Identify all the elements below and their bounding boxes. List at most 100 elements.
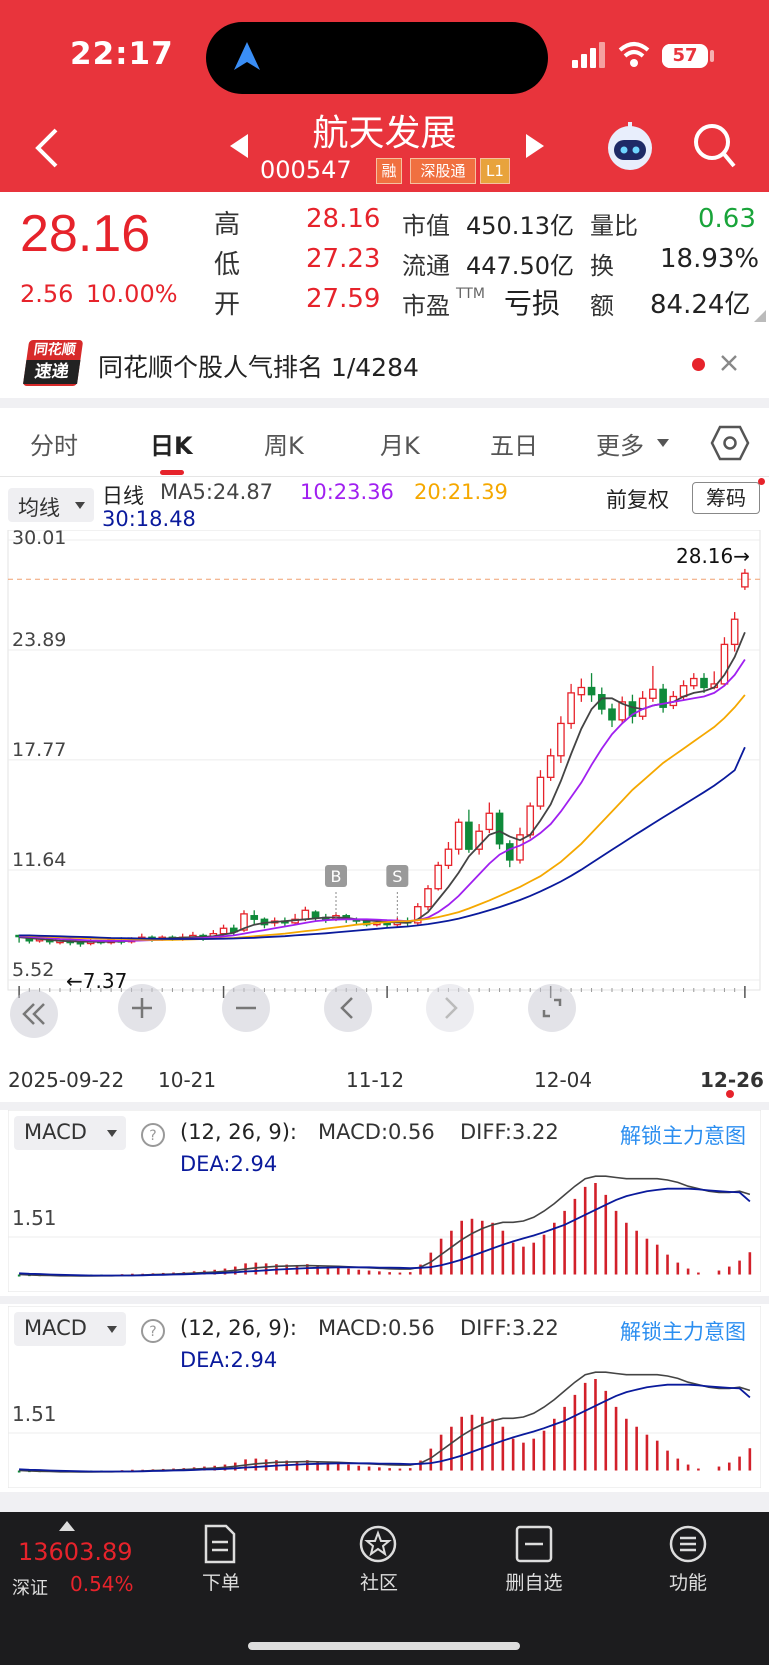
popularity-banner[interactable]: 同花顺 速递 同花顺个股人气排名 1/4284	[0, 330, 769, 398]
pe-ttm-label: TTM	[456, 286, 485, 302]
section-divider	[0, 1102, 769, 1110]
candle-body	[546, 755, 555, 778]
candle-body	[618, 701, 627, 721]
macd-params-1: (12, 26, 9):	[180, 1120, 297, 1144]
amount-label: 额	[590, 292, 614, 320]
fullscreen-button[interactable]	[528, 984, 576, 1032]
more-dropdown-icon[interactable]	[656, 438, 670, 448]
tag-margin: 融	[376, 158, 402, 184]
current-price: 28.16	[20, 205, 151, 263]
chip-dot	[758, 478, 765, 485]
macd-axis-tick-2: 1.51	[12, 1402, 57, 1426]
prev-stock-icon[interactable]	[228, 132, 250, 160]
function-button[interactable]: 功能	[668, 1572, 707, 1594]
macd-axis-tick-1: 1.51	[12, 1206, 57, 1230]
next-stock-icon[interactable]	[524, 132, 546, 160]
tab-intraday[interactable]: 分时	[30, 432, 78, 460]
float-label: 流通	[402, 252, 450, 280]
candle-body	[240, 913, 248, 931]
tab-monthly-k[interactable]: 月K	[380, 432, 420, 460]
macd-selector-2[interactable]: MACD	[14, 1312, 126, 1346]
zoom-out-button[interactable]	[222, 984, 270, 1032]
stock-title: 航天发展	[312, 113, 457, 154]
trade-marker-label: S	[392, 867, 402, 886]
stock-code: 000547	[260, 156, 352, 184]
tab-weekly-k[interactable]: 周K	[264, 432, 304, 460]
order-icon[interactable]	[200, 1524, 240, 1564]
robot-assistant-icon[interactable]	[604, 120, 656, 172]
expand-corner-icon[interactable]	[754, 310, 766, 322]
indicator-selector[interactable]: 均线	[8, 488, 94, 522]
unread-dot	[692, 358, 705, 371]
community-button[interactable]: 社区	[359, 1572, 398, 1594]
high-label: 高	[214, 210, 241, 240]
help-icon[interactable]: ?	[140, 1318, 166, 1344]
price-change-pct: 10.00%	[86, 280, 178, 308]
help-icon[interactable]: ?	[140, 1122, 166, 1148]
turnover-value: 18.93%	[660, 244, 760, 274]
x-tick-3: 12-04	[534, 1068, 593, 1092]
candle-body	[434, 864, 443, 890]
selector-dropdown-icon	[107, 1130, 117, 1137]
ma10-label: 10:23.36	[300, 480, 394, 504]
candle-body	[628, 701, 637, 717]
svg-text:?: ?	[149, 1128, 156, 1144]
amount-value: 84.24亿	[650, 290, 751, 320]
function-menu-icon[interactable]	[668, 1524, 708, 1564]
scroll-left-button[interactable]	[324, 984, 372, 1032]
high-value: 28.16	[306, 204, 381, 234]
candle-body	[587, 686, 596, 696]
macd-chart-2[interactable]	[8, 1306, 761, 1488]
chart-settings-icon[interactable]	[710, 424, 750, 462]
index-value[interactable]: 13603.89	[18, 1538, 133, 1566]
x-tick-0: 2025-09-22	[8, 1068, 125, 1092]
remove-watchlist-icon[interactable]	[514, 1524, 554, 1564]
tab-more[interactable]: 更多	[596, 432, 644, 460]
candle-body	[577, 686, 586, 696]
chip-button[interactable]: 筹码	[692, 482, 760, 514]
remove-watchlist-button[interactable]: 删自选	[505, 1572, 563, 1594]
ma-line-ma30	[19, 746, 746, 940]
section-divider	[0, 398, 769, 408]
candle-body	[730, 618, 739, 646]
open-label: 开	[214, 290, 241, 320]
turnover-label: 换	[590, 252, 614, 280]
candle-body	[219, 927, 228, 935]
x-tick-4: 12-26	[700, 1068, 764, 1092]
macd-selector-1[interactable]: MACD	[14, 1116, 126, 1150]
candle-body	[720, 643, 729, 685]
scroll-left-fast-button[interactable]	[10, 990, 58, 1038]
max-price-label: 28.16→	[676, 544, 750, 568]
zoom-in-button[interactable]	[118, 984, 166, 1032]
candle-body	[505, 843, 514, 861]
logo-bottom-text: 速递	[23, 360, 81, 384]
candle-body	[76, 941, 85, 945]
kline-chart[interactable]: 30.01 23.89 17.77 11.64 5.52 28.16→ ←7.37 B S	[0, 530, 769, 1100]
tab-five-day[interactable]: 五日	[490, 432, 538, 460]
order-button[interactable]: 下单	[201, 1572, 240, 1594]
unlock-link-1[interactable]: 解锁主力意图	[620, 1124, 746, 1148]
adjust-mode[interactable]: 前复权	[606, 488, 669, 512]
diff-line	[19, 1175, 751, 1277]
macd-chart-1[interactable]	[8, 1110, 761, 1292]
candle-body	[536, 776, 545, 807]
tab-daily-k[interactable]: 日K	[150, 432, 193, 460]
signal-icon	[572, 42, 605, 68]
mcap-label: 市值	[402, 212, 450, 240]
search-icon[interactable]	[692, 122, 738, 170]
battery-tip	[710, 50, 714, 62]
unlock-link-2[interactable]: 解锁主力意图	[620, 1320, 746, 1344]
svg-text:?: ?	[149, 1324, 156, 1340]
ma-line-ma10	[19, 659, 746, 942]
community-icon[interactable]	[358, 1524, 400, 1564]
close-icon[interactable]	[720, 354, 738, 372]
macd-params-2: (12, 26, 9):	[180, 1316, 297, 1340]
pe-value: 亏损	[504, 287, 561, 320]
scroll-right-button[interactable]	[426, 984, 474, 1032]
back-icon[interactable]	[32, 126, 62, 170]
candle-body	[301, 909, 310, 920]
macd-selector-label-1: MACD	[24, 1120, 87, 1144]
candle-body	[444, 848, 453, 867]
x-tick-2: 11-12	[346, 1068, 405, 1092]
minus-icon	[236, 1006, 256, 1010]
